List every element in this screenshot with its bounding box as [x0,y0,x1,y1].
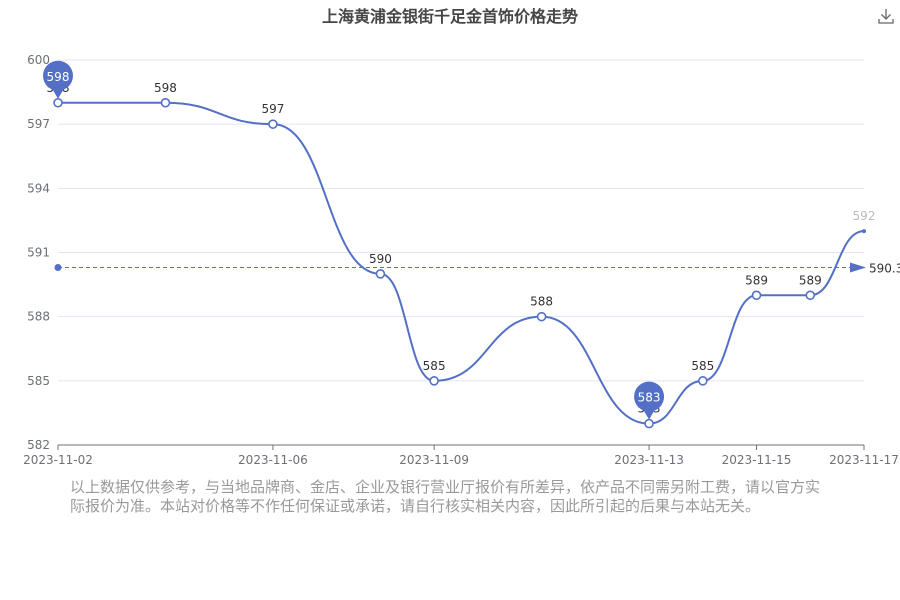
min-pin-label: 583 [638,391,661,405]
data-point [697,376,708,386]
y-tick-label: 585 [27,374,50,388]
x-tick-label: 2023-11-09 [399,453,469,467]
data-label: 592 [853,209,876,223]
y-tick-label: 582 [27,438,50,452]
y-tick-label: 591 [27,246,50,260]
max-pin-label: 598 [47,70,70,84]
download-icon [878,9,894,24]
data-point [375,269,386,279]
data-point [536,311,547,322]
data-label: 588 [530,295,553,309]
average-line-start [54,263,62,271]
line-chart: 582 585 588 591 594 597 600 2023-11-02 2023-11-0… [23,53,900,467]
x-tick-label: 2023-11-15 [722,453,792,467]
min-pin [634,381,665,412]
data-point [862,229,866,234]
series-line [57,101,865,425]
data-label: 585 [423,359,446,373]
average-line-label: 590.3 [869,261,900,275]
max-pin [43,60,73,91]
data-point [160,97,171,108]
data-point [53,97,63,108]
y-tick-label: 600 [27,53,50,67]
download-button[interactable] [876,6,896,26]
average-line-arrow [850,262,866,273]
data-point [805,290,816,301]
data-point [644,418,654,429]
data-point [429,376,439,386]
x-tick-label: 2023-11-13 [614,453,684,467]
data-label: 590 [369,252,392,266]
x-tick-label: 2023-11-17 [829,453,899,467]
chart-title: 上海黄浦金银街千足金首饰价格走势 [321,7,578,26]
data-label: 585 [691,359,714,373]
data-label: 597 [261,102,284,116]
data-label: 589 [799,273,822,287]
data-label: 598 [154,81,177,95]
y-tick-label: 588 [27,310,50,324]
data-point [751,290,762,301]
data-label: 589 [745,273,768,287]
disclaimer-text: 以上数据仅供参考，与当地品牌商、金店、企业及银行营业厅报价有所差异，依产品不同需… [70,478,821,515]
data-point [268,119,278,129]
x-tick-label: 2023-11-06 [238,453,308,467]
y-tick-label: 594 [27,181,50,195]
x-tick-label: 2023-11-02 [23,453,93,467]
y-tick-label: 597 [27,117,50,131]
